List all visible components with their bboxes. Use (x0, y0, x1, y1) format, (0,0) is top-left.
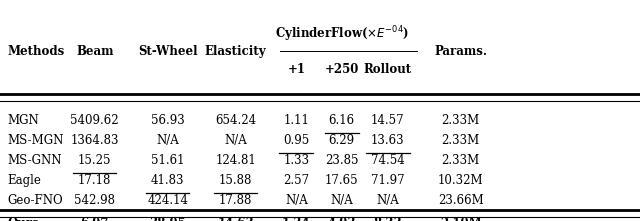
Text: 6.16: 6.16 (329, 114, 355, 127)
Text: 1.34: 1.34 (282, 217, 310, 221)
Text: Geo-FNO: Geo-FNO (8, 194, 63, 206)
Text: 15.88: 15.88 (219, 174, 252, 187)
Text: 56.93: 56.93 (151, 114, 184, 127)
Text: 2.57: 2.57 (284, 174, 309, 187)
Text: 15.25: 15.25 (78, 154, 111, 167)
Text: 5409.62: 5409.62 (70, 114, 119, 127)
Text: 14.57: 14.57 (371, 114, 404, 127)
Text: 2.10M: 2.10M (440, 217, 482, 221)
Text: 17.18: 17.18 (78, 174, 111, 187)
Text: N/A: N/A (376, 194, 399, 206)
Text: 2.33M: 2.33M (442, 154, 480, 167)
Text: Ours: Ours (8, 217, 39, 221)
Text: N/A: N/A (330, 194, 353, 206)
Text: Beam: Beam (76, 46, 113, 58)
Text: 542.98: 542.98 (74, 194, 115, 206)
Text: 2.33M: 2.33M (442, 114, 480, 127)
Text: 23.85: 23.85 (325, 154, 358, 167)
Text: 424.14: 424.14 (147, 194, 188, 206)
Text: 0.95: 0.95 (283, 134, 310, 147)
Text: MGN: MGN (8, 114, 40, 127)
Text: 2.33M: 2.33M (442, 134, 480, 147)
Text: 1364.83: 1364.83 (70, 134, 119, 147)
Text: 23.66M: 23.66M (438, 194, 484, 206)
Text: 8.33: 8.33 (374, 217, 402, 221)
Text: CylinderFlow($\times E^{-04}$): CylinderFlow($\times E^{-04}$) (275, 25, 409, 44)
Text: N/A: N/A (224, 134, 247, 147)
Text: 74.54: 74.54 (371, 154, 404, 167)
Text: 6.97: 6.97 (81, 217, 109, 221)
Text: 10.32M: 10.32M (438, 174, 484, 187)
Text: 14.63: 14.63 (217, 217, 254, 221)
Text: 17.88: 17.88 (219, 194, 252, 206)
Text: 6.29: 6.29 (329, 134, 355, 147)
Text: 124.81: 124.81 (215, 154, 256, 167)
Text: Methods: Methods (8, 46, 65, 58)
Text: N/A: N/A (156, 134, 179, 147)
Text: 41.83: 41.83 (151, 174, 184, 187)
Text: MS-MGN: MS-MGN (8, 134, 64, 147)
Text: 38.95: 38.95 (149, 217, 186, 221)
Text: MS-GNN: MS-GNN (8, 154, 62, 167)
Text: 654.24: 654.24 (215, 114, 256, 127)
Text: Rollout: Rollout (364, 63, 412, 76)
Text: Params.: Params. (435, 46, 487, 58)
Text: +1: +1 (287, 63, 305, 76)
Text: Eagle: Eagle (8, 174, 42, 187)
Text: 17.65: 17.65 (325, 174, 358, 187)
Text: 4.93: 4.93 (328, 217, 356, 221)
Text: 71.97: 71.97 (371, 174, 404, 187)
Text: 13.63: 13.63 (371, 134, 404, 147)
Text: +250: +250 (324, 63, 359, 76)
Text: St-Wheel: St-Wheel (138, 46, 197, 58)
Text: 1.11: 1.11 (284, 114, 309, 127)
Text: 51.61: 51.61 (151, 154, 184, 167)
Text: Elasticity: Elasticity (205, 46, 266, 58)
Text: N/A: N/A (285, 194, 308, 206)
Text: 1.33: 1.33 (284, 154, 309, 167)
